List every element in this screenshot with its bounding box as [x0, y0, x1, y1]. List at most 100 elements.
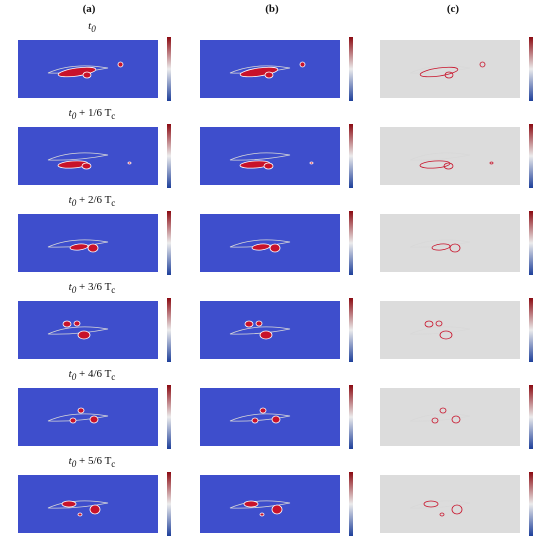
field-background: [380, 127, 520, 185]
field-background: [380, 214, 520, 272]
airfoil-outline: [47, 326, 109, 335]
colorbar-gradient: [167, 211, 171, 275]
colorbar-r3-c1: [347, 295, 355, 365]
column-label-a: (a): [82, 3, 96, 15]
field-background: [200, 388, 340, 446]
vortex-blob: [423, 500, 439, 508]
vortex-blob: [69, 243, 89, 251]
vortex-blob: [81, 162, 92, 170]
colorbar-r2-c1: [347, 208, 355, 278]
colorbar-r2-c2: [527, 208, 535, 278]
vortex-blob: [489, 161, 494, 165]
vortex-blob: [451, 415, 461, 424]
field-panel-r0-c1: [200, 40, 340, 98]
airfoil-outline: [409, 239, 471, 248]
vortex-blob: [255, 320, 263, 327]
field-panel-r2-c1: [200, 214, 340, 272]
vortex-blob: [244, 320, 254, 328]
field-background: [200, 301, 340, 359]
field-panel-r3-c1: [200, 301, 340, 359]
vortex-blob: [299, 61, 306, 68]
vortex-blob: [439, 512, 445, 517]
vortex-blob: [77, 330, 91, 340]
vortex-blob: [271, 504, 283, 515]
vortex-blob: [73, 320, 81, 327]
vortex-blob: [251, 417, 259, 424]
time-label-row-1: t0 + 1/6 Tc: [68, 107, 116, 122]
airfoil-outline: [409, 152, 471, 161]
vortex-blob: [263, 162, 274, 170]
vortex-blob: [449, 243, 461, 253]
airfoil-outline: [229, 326, 291, 335]
time-label-row-3: t0 + 3/6 Tc: [68, 281, 116, 296]
field-background: [18, 214, 158, 272]
field-panel-r5-c0: [18, 475, 158, 533]
vortex-blob: [431, 243, 451, 251]
vortex-blob: [419, 66, 459, 78]
airfoil-outline: [409, 413, 471, 422]
colorbar-r0-c1: [347, 34, 355, 104]
airfoil-outline: [229, 152, 291, 161]
field-panel-r4-c2: [380, 388, 520, 446]
vortex-blob: [61, 500, 77, 508]
vortex-blob: [269, 243, 281, 253]
colorbar-r1-c2: [527, 121, 535, 191]
vortex-blob: [62, 320, 72, 328]
airfoil-outline: [47, 413, 109, 422]
colorbar-gradient: [349, 298, 353, 362]
field-background: [18, 301, 158, 359]
colorbar-gradient: [167, 37, 171, 101]
vortex-blob: [89, 415, 99, 424]
vortex-blob: [264, 71, 274, 79]
colorbar-r4-c1: [347, 382, 355, 452]
colorbar-r3-c2: [527, 295, 535, 365]
colorbar-gradient: [349, 211, 353, 275]
airfoil-outline: [229, 239, 291, 248]
airfoil-outline: [409, 326, 471, 335]
colorbar-gradient: [529, 37, 533, 101]
vortex-blob: [127, 161, 132, 165]
field-panel-r0-c2: [380, 40, 520, 98]
vortex-blob: [424, 320, 434, 328]
colorbar-r1-c1: [347, 121, 355, 191]
airfoil-outline: [47, 152, 109, 161]
field-panel-r1-c0: [18, 127, 158, 185]
airfoil-outline: [409, 500, 471, 509]
colorbar-gradient: [529, 211, 533, 275]
field-panel-r5-c2: [380, 475, 520, 533]
colorbar-gradient: [167, 472, 171, 536]
airfoil-outline: [229, 413, 291, 422]
field-panel-r2-c0: [18, 214, 158, 272]
field-background: [18, 388, 158, 446]
field-background: [380, 301, 520, 359]
vortex-blob: [443, 162, 454, 170]
colorbar-gradient: [349, 37, 353, 101]
colorbar-r5-c1: [347, 469, 355, 539]
vortex-blob: [87, 243, 99, 253]
field-panel-r3-c0: [18, 301, 158, 359]
colorbar-gradient: [167, 124, 171, 188]
vortex-blob: [243, 500, 259, 508]
field-panel-r0-c0: [18, 40, 158, 98]
column-label-b: (b): [265, 3, 279, 15]
vortex-blob: [259, 330, 273, 340]
colorbar-r1-c0: [165, 121, 173, 191]
field-background: [200, 475, 340, 533]
colorbar-gradient: [167, 385, 171, 449]
field-panel-r2-c2: [380, 214, 520, 272]
vortex-blob: [259, 407, 267, 414]
time-label-row-5: t0 + 5/6 Tc: [68, 455, 116, 470]
vortex-blob: [57, 66, 97, 78]
colorbar-r0-c2: [527, 34, 535, 104]
colorbar-gradient: [529, 472, 533, 536]
field-background: [18, 475, 158, 533]
field-background: [380, 475, 520, 533]
colorbar-gradient: [529, 298, 533, 362]
field-background: [380, 388, 520, 446]
colorbar-r4-c0: [165, 382, 173, 452]
vortex-blob: [89, 504, 101, 515]
colorbar-gradient: [529, 124, 533, 188]
vortex-blob: [439, 330, 453, 340]
colorbar-gradient: [349, 124, 353, 188]
vortex-blob: [439, 407, 447, 414]
